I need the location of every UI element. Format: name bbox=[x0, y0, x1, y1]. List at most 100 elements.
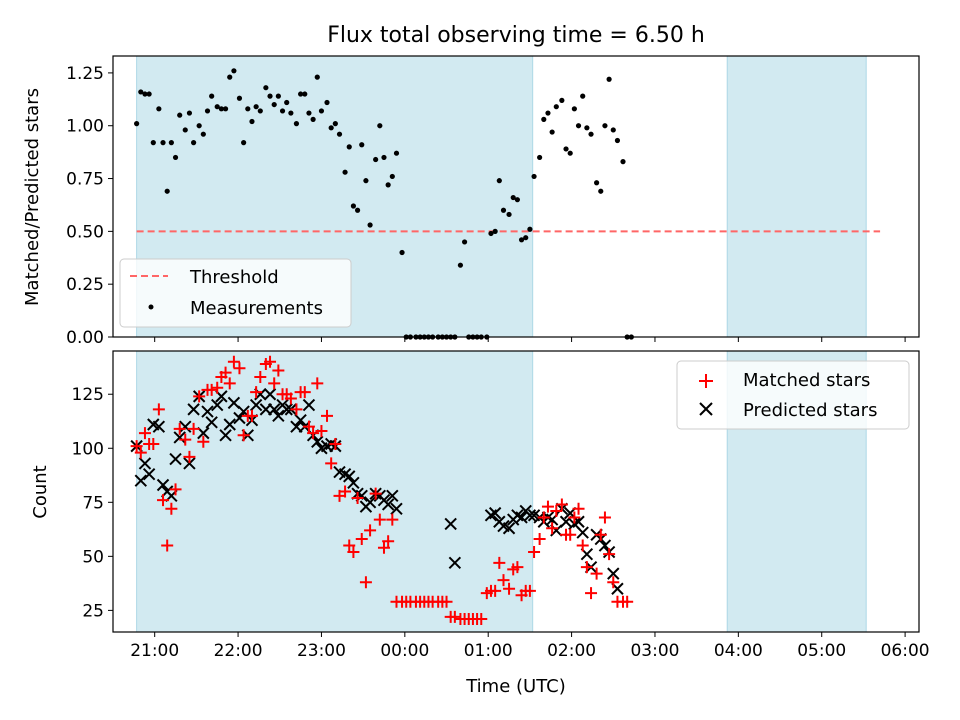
top-legend-box bbox=[119, 258, 352, 328]
predicted-star-marker bbox=[523, 509, 537, 522]
predicted-star-marker bbox=[249, 398, 263, 412]
x-tick-label: 23:00 bbox=[297, 641, 346, 661]
measurement-point bbox=[196, 123, 202, 129]
measurement-point bbox=[377, 123, 383, 129]
matched-star-marker bbox=[572, 502, 585, 515]
y-tick-label: 0.50 bbox=[66, 222, 104, 242]
predicted-star-marker bbox=[576, 526, 589, 539]
matched-star-marker bbox=[211, 381, 224, 394]
predicted-star-marker bbox=[152, 420, 166, 433]
matched-star-marker bbox=[250, 386, 263, 399]
matched-star-marker bbox=[503, 582, 516, 595]
predicted-star-marker bbox=[502, 522, 516, 535]
measurement-point bbox=[160, 140, 166, 146]
predicted-star-marker bbox=[294, 413, 307, 427]
legend-threshold-label: Threshold bbox=[189, 267, 279, 288]
measurement-point bbox=[580, 93, 586, 99]
matched-star-marker bbox=[147, 437, 160, 450]
measurement-point bbox=[263, 85, 269, 91]
measurement-point bbox=[367, 222, 373, 228]
matched-star-marker bbox=[373, 513, 386, 526]
measurement-point bbox=[164, 188, 170, 194]
measurement-point bbox=[488, 230, 494, 237]
matched-star-marker bbox=[157, 494, 170, 507]
predicted-star-marker bbox=[211, 398, 224, 412]
y-tick-label: 50 bbox=[82, 547, 104, 567]
matched-star-marker bbox=[580, 561, 593, 574]
matched-star-marker bbox=[555, 498, 568, 511]
legend-measurements-label: Measurements bbox=[190, 298, 323, 319]
matched-star-marker bbox=[585, 587, 598, 600]
measurement-point bbox=[506, 211, 512, 218]
top-x-ticks bbox=[154, 337, 906, 342]
measurement-point bbox=[492, 228, 498, 234]
matched-star-marker bbox=[245, 409, 258, 422]
measurement-point bbox=[346, 144, 352, 150]
legend-predicted-label: Predicted stars bbox=[743, 400, 877, 421]
matched-star-marker bbox=[325, 457, 338, 470]
predicted-star-marker bbox=[386, 489, 399, 503]
measurement-point bbox=[393, 150, 400, 156]
matched-star-marker bbox=[169, 483, 182, 496]
x-tick-label: 05:00 bbox=[797, 641, 846, 661]
bottom-observing-windows bbox=[136, 350, 867, 633]
matched-star-marker bbox=[205, 383, 218, 396]
matched-star-marker bbox=[134, 446, 147, 459]
measurement-point bbox=[182, 127, 188, 133]
matched-star-marker bbox=[329, 437, 342, 450]
measurement-point bbox=[146, 91, 152, 97]
measurement-point bbox=[381, 154, 387, 161]
y-tick-label: 125 bbox=[72, 385, 104, 405]
measurement-point bbox=[302, 91, 308, 97]
predicted-star-marker bbox=[169, 452, 182, 466]
matched-star-marker bbox=[223, 377, 236, 390]
measurement-point bbox=[510, 194, 516, 201]
matched-star-marker bbox=[489, 584, 502, 597]
measurement-point bbox=[602, 123, 608, 129]
matched-star-marker bbox=[594, 528, 607, 541]
predicted-star-marker bbox=[363, 496, 377, 509]
top-y-axis-label: Matched/Predicted stars bbox=[22, 88, 43, 306]
y-tick-label: 1.25 bbox=[66, 64, 104, 84]
predicted-star-marker bbox=[173, 431, 186, 444]
predicted-star-marker bbox=[183, 457, 196, 470]
predicted-star-marker bbox=[347, 476, 360, 490]
measurement-point bbox=[363, 178, 369, 184]
measurement-point bbox=[563, 146, 569, 152]
bottom-panel: 21:00 22:00 23:00 00:00 01:00 02:00 03:00 04:00… bbox=[30, 350, 930, 661]
legend-matched-label: Matched stars bbox=[743, 370, 870, 391]
legend-predicted-swatch bbox=[699, 402, 713, 416]
predicted-star-marker bbox=[448, 556, 462, 570]
measurement-point bbox=[222, 106, 229, 112]
matched-star-marker bbox=[351, 491, 364, 504]
measurement-point bbox=[610, 127, 616, 133]
matched-star-marker bbox=[598, 511, 611, 524]
measurement-point bbox=[545, 110, 551, 116]
matched-star-marker bbox=[254, 370, 267, 383]
measurement-point bbox=[389, 173, 395, 180]
predicted-star-marker bbox=[488, 506, 502, 520]
measurement-point bbox=[461, 239, 468, 245]
matched-star-marker bbox=[550, 504, 563, 517]
measurement-point bbox=[354, 207, 361, 213]
measurement-point bbox=[288, 110, 294, 116]
measurement-point bbox=[324, 99, 330, 106]
measurement-point bbox=[200, 131, 206, 137]
measurement-point bbox=[134, 121, 140, 127]
matched-star-marker bbox=[475, 613, 488, 626]
measurement-point bbox=[342, 169, 348, 175]
matched-star-marker bbox=[343, 539, 356, 552]
measurement-point bbox=[500, 207, 507, 213]
matched-star-marker bbox=[621, 595, 634, 608]
x-tick-label: 04:00 bbox=[714, 641, 763, 661]
predicted-star-marker bbox=[263, 388, 277, 401]
bottom-plot-frame bbox=[112, 350, 920, 633]
measurement-point bbox=[457, 262, 464, 268]
predicted-star-marker bbox=[134, 474, 148, 487]
measurement-point bbox=[598, 188, 604, 194]
y-tick-label: 1.00 bbox=[66, 117, 104, 137]
matched-star-marker bbox=[568, 511, 581, 524]
measurement-point bbox=[218, 106, 224, 112]
measurement-point bbox=[620, 159, 626, 165]
